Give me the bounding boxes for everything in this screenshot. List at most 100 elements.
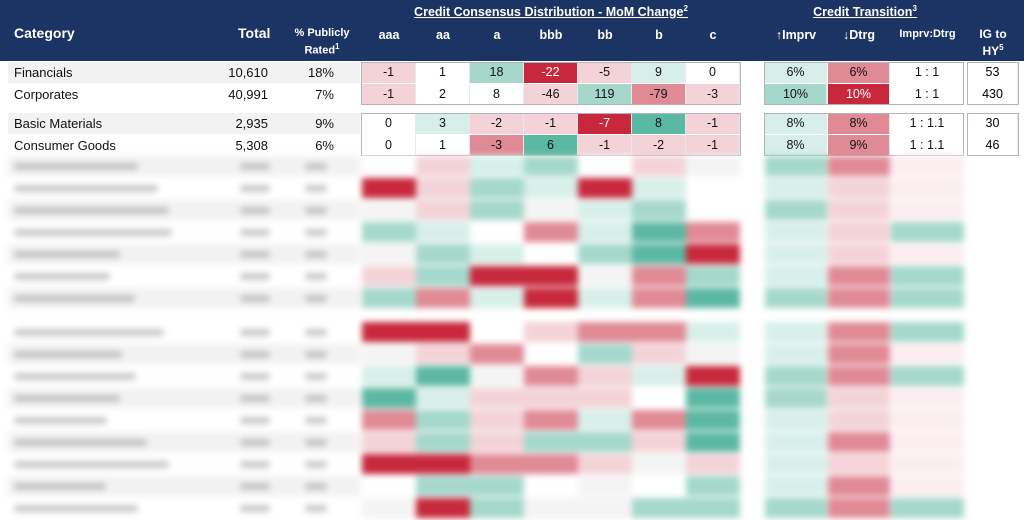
dist-col-header: b bbox=[655, 28, 663, 42]
blurred-cell bbox=[470, 200, 524, 220]
blurred-number bbox=[240, 395, 270, 402]
header-rated-label: % Publicly Rated bbox=[294, 27, 350, 57]
blurred-cell bbox=[362, 178, 416, 198]
blurred-row bbox=[8, 388, 360, 408]
blurred-row bbox=[8, 454, 360, 474]
blurred-cell bbox=[632, 410, 686, 430]
blurred-cell bbox=[578, 432, 632, 452]
header-ig-sup: 5 bbox=[999, 43, 1004, 52]
row-category: Basic Materials bbox=[14, 116, 103, 131]
dist-col-header: bbb bbox=[539, 28, 563, 42]
dist-cell: -1 bbox=[578, 135, 632, 156]
blurred-cell bbox=[416, 366, 470, 386]
blurred-cell bbox=[686, 200, 740, 220]
blurred-cell bbox=[632, 322, 686, 342]
blurred-cell bbox=[362, 222, 416, 242]
blurred-cell bbox=[632, 178, 686, 198]
blurred-number bbox=[240, 207, 270, 214]
blurred-number bbox=[305, 461, 327, 468]
blurred-cell bbox=[891, 178, 964, 198]
dist-cell: -2 bbox=[470, 113, 524, 134]
blurred-cell bbox=[891, 222, 964, 242]
blurred-cell bbox=[632, 244, 686, 264]
blurred-cell bbox=[765, 366, 827, 386]
ig-to-hy-cell: 53 bbox=[968, 62, 1018, 83]
blurred-number bbox=[240, 505, 270, 512]
dist-col-header: c bbox=[709, 28, 717, 42]
blurred-cell bbox=[632, 388, 686, 408]
blurred-cell bbox=[578, 322, 632, 342]
dist-cell: -3 bbox=[470, 135, 524, 156]
blurred-cell bbox=[891, 432, 964, 452]
blurred-number bbox=[240, 483, 270, 490]
blurred-cell bbox=[828, 476, 890, 496]
blurred-row bbox=[8, 322, 360, 342]
header-category: Category bbox=[14, 25, 75, 41]
blurred-number bbox=[305, 505, 327, 512]
blurred-cell bbox=[416, 244, 470, 264]
blurred-cell bbox=[632, 156, 686, 176]
blurred-label bbox=[14, 439, 147, 446]
trans-cell: 8% bbox=[828, 113, 890, 134]
blurred-number bbox=[305, 229, 327, 236]
blurred-cell bbox=[524, 156, 578, 176]
blurred-cell bbox=[828, 288, 890, 308]
blurred-cell bbox=[416, 156, 470, 176]
dist-cell: 1 bbox=[416, 135, 470, 156]
blurred-cell bbox=[765, 410, 827, 430]
blurred-cell bbox=[578, 344, 632, 364]
blurred-cell bbox=[362, 322, 416, 342]
blurred-cell bbox=[891, 388, 964, 408]
blurred-number bbox=[240, 373, 270, 380]
dist-cell: -1 bbox=[686, 113, 740, 134]
blurred-cell bbox=[470, 266, 524, 286]
blurred-cell bbox=[416, 222, 470, 242]
dist-cell: 8 bbox=[470, 84, 524, 105]
row-rated: 7% bbox=[315, 87, 334, 102]
trans-group-label: Credit Transition bbox=[813, 5, 913, 20]
blurred-cell bbox=[828, 222, 890, 242]
blurred-cell bbox=[362, 410, 416, 430]
blurred-cell bbox=[470, 454, 524, 474]
row-rated: 18% bbox=[307, 65, 334, 80]
blurred-cell bbox=[524, 200, 578, 220]
blurred-number bbox=[305, 483, 327, 490]
blurred-cell bbox=[632, 266, 686, 286]
blurred-cell bbox=[891, 476, 964, 496]
blurred-row bbox=[8, 222, 360, 242]
blurred-cell bbox=[416, 288, 470, 308]
blurred-cell bbox=[686, 366, 740, 386]
blurred-cell bbox=[416, 498, 470, 518]
blurred-cell bbox=[765, 388, 827, 408]
blurred-rows bbox=[0, 156, 1024, 520]
blurred-number bbox=[240, 273, 270, 280]
blurred-number bbox=[305, 251, 327, 258]
blurred-cell bbox=[524, 322, 578, 342]
row-total: 40,991 bbox=[228, 87, 268, 102]
trans-cell: 10% bbox=[765, 84, 827, 105]
blurred-cell bbox=[470, 222, 524, 242]
blurred-label bbox=[14, 417, 107, 424]
blurred-cell bbox=[416, 388, 470, 408]
blurred-cell bbox=[765, 476, 827, 496]
dist-cell: 1 bbox=[416, 62, 470, 83]
blurred-cell bbox=[686, 476, 740, 496]
dist-cell: -7 bbox=[578, 113, 632, 134]
blurred-row bbox=[8, 344, 360, 364]
table-header: Category Total % Publicly Rated1 Credit … bbox=[0, 0, 1024, 61]
blurred-number bbox=[305, 395, 327, 402]
blurred-number bbox=[240, 461, 270, 468]
blurred-cell bbox=[891, 156, 964, 176]
blurred-cell bbox=[362, 432, 416, 452]
blurred-cell bbox=[362, 344, 416, 364]
blurred-number bbox=[305, 295, 327, 302]
blurred-cell bbox=[362, 266, 416, 286]
blurred-cell bbox=[686, 244, 740, 264]
blurred-cell bbox=[891, 344, 964, 364]
blurred-cell bbox=[470, 288, 524, 308]
blurred-cell bbox=[828, 156, 890, 176]
blurred-cell bbox=[632, 222, 686, 242]
dist-cell: -1 bbox=[686, 135, 740, 156]
blurred-cell bbox=[470, 432, 524, 452]
blurred-cell bbox=[828, 498, 890, 518]
